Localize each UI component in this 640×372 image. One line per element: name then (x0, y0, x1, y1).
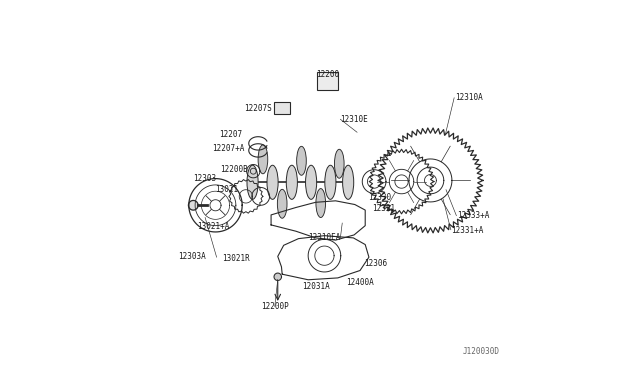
Ellipse shape (316, 189, 326, 218)
Text: 12200: 12200 (316, 70, 339, 79)
Polygon shape (188, 201, 198, 210)
Text: 13021R: 13021R (222, 254, 250, 263)
Text: 12207S: 12207S (244, 104, 272, 113)
Ellipse shape (305, 165, 317, 199)
FancyBboxPatch shape (274, 102, 290, 114)
Text: 13021: 13021 (215, 185, 239, 194)
FancyBboxPatch shape (317, 72, 338, 90)
Text: 12310A: 12310A (455, 93, 483, 102)
Text: 12333+A: 12333+A (457, 211, 490, 220)
Text: 12330: 12330 (368, 193, 391, 202)
Ellipse shape (325, 165, 336, 199)
Text: 12331: 12331 (372, 204, 395, 213)
Ellipse shape (335, 149, 344, 178)
Text: 12303A: 12303A (179, 252, 206, 261)
Text: 12306: 12306 (364, 259, 388, 268)
Ellipse shape (297, 146, 307, 175)
Text: 12200P: 12200P (261, 302, 289, 311)
Text: 12400A: 12400A (346, 278, 374, 287)
Ellipse shape (286, 165, 298, 199)
Text: 12310E: 12310E (340, 115, 368, 124)
Text: 12310EA: 12310EA (308, 233, 340, 243)
Text: 13021+A: 13021+A (197, 222, 229, 231)
Text: 12331+A: 12331+A (452, 226, 484, 235)
Ellipse shape (258, 145, 268, 174)
Ellipse shape (267, 165, 278, 199)
Text: 12207: 12207 (219, 129, 242, 139)
Ellipse shape (277, 189, 287, 218)
Polygon shape (274, 273, 282, 280)
Text: 12200B: 12200B (220, 165, 248, 174)
Text: 12303: 12303 (193, 174, 216, 183)
Text: J120030D: J120030D (463, 347, 500, 356)
Text: 12031A: 12031A (303, 282, 330, 291)
Ellipse shape (247, 165, 258, 199)
Ellipse shape (342, 165, 354, 199)
Text: 12207+A: 12207+A (212, 144, 244, 153)
